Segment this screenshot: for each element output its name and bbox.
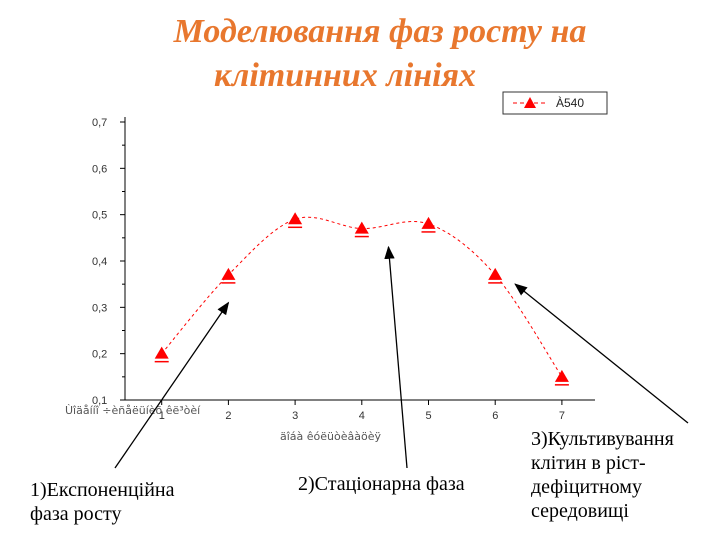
annotation-arrow xyxy=(114,301,230,469)
slide-title-line1: Моделювання фаз росту на xyxy=(173,13,587,50)
y-tick-label: 0,7 xyxy=(92,117,107,129)
annotation-arrow xyxy=(384,245,408,469)
slide-title: Моделювання фаз росту на клітинних лінія… xyxy=(0,10,720,98)
chart-axes xyxy=(124,117,595,401)
x-tick-label: 6 xyxy=(492,410,498,422)
annotation-3-line2: клітин в ріст- xyxy=(531,452,646,474)
x-axis-label-overlap: Ùîäåííî ÷èñåëüíèõ êë³òèí xyxy=(65,404,201,417)
annotation-3-line4: середовищі xyxy=(531,500,629,522)
chart-legend: À540 xyxy=(502,91,608,115)
x-tick-label: 1 xyxy=(159,410,165,422)
y-tick-label: 0,2 xyxy=(92,349,107,361)
x-axis-label: äîáà êóëüòèâàöèÿ xyxy=(280,430,381,443)
y-tick-label: 0,5 xyxy=(92,210,107,222)
legend-box xyxy=(502,91,608,115)
annotation-1-line2: фаза росту xyxy=(30,503,122,525)
annotation-stationary-phase: 2)Стаціонарна фаза xyxy=(298,472,465,496)
data-point-marker xyxy=(488,267,503,280)
annotation-arrow xyxy=(514,283,689,424)
x-tick-label: 4 xyxy=(359,410,365,422)
annotation-3-line1: 3)Культивування xyxy=(531,428,674,450)
annotation-2-line1: 2)Стаціонарна фаза xyxy=(298,473,465,495)
data-point-marker xyxy=(288,212,303,225)
annotation-deficient-medium: 3)Культивування клітин в ріст- дефіцитно… xyxy=(531,427,674,523)
y-tick-label: 0,4 xyxy=(92,256,107,268)
series-a540 xyxy=(154,212,569,386)
annotation-1-line1: 1)Експоненційна xyxy=(30,479,175,501)
annotation-3-line3: дефіцитному xyxy=(531,476,642,498)
legend-marker-icon xyxy=(524,97,536,108)
slide-title-line2: клітинних лініях xyxy=(213,57,477,94)
data-point-marker xyxy=(154,346,169,359)
x-tick-label: 7 xyxy=(559,410,565,422)
annotation-exponential-phase: 1)Експоненційна фаза росту xyxy=(30,478,175,526)
x-tick-label: 2 xyxy=(225,410,231,422)
data-point-marker xyxy=(221,267,236,280)
x-tick-label: 3 xyxy=(292,410,298,422)
y-tick-label: 0,1 xyxy=(92,395,107,407)
y-tick-label: 0,6 xyxy=(92,163,107,175)
x-axis-ticks: 1 2 3 4 5 6 7 xyxy=(159,400,565,422)
legend-label: À540 xyxy=(556,95,584,110)
annotation-arrows xyxy=(114,245,689,469)
data-point-marker xyxy=(554,369,569,382)
series-line xyxy=(161,216,563,378)
x-tick-label: 5 xyxy=(426,410,432,422)
data-point-marker xyxy=(421,216,436,229)
y-tick-label: 0,3 xyxy=(92,302,107,314)
y-axis-ticks: 0,1 0,2 0,3 0,4 0,5 0,6 0,7 xyxy=(92,117,125,407)
data-point-marker xyxy=(354,221,369,234)
